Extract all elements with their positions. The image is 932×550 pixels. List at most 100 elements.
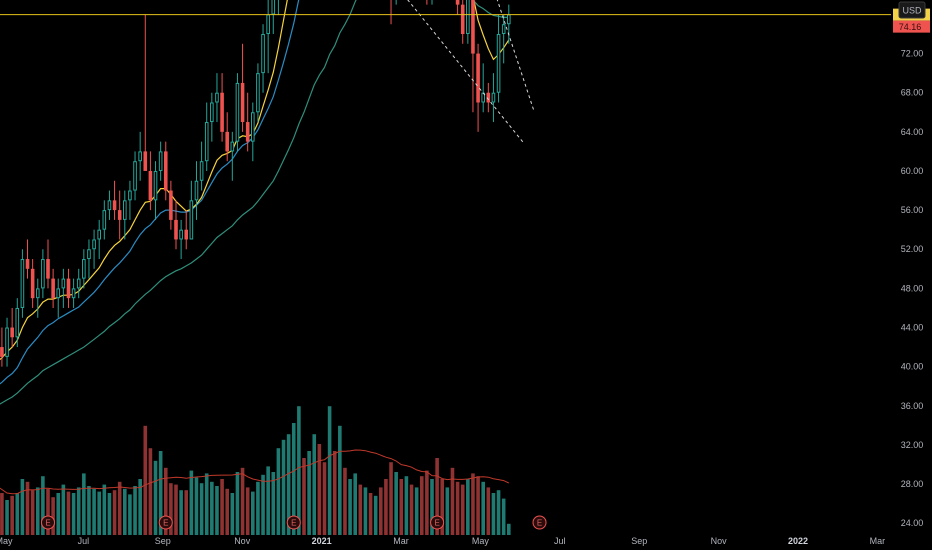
volume-bar <box>148 448 153 535</box>
volume-bar <box>368 493 373 535</box>
volume-bar <box>46 488 50 535</box>
earnings-marker: E <box>532 515 547 530</box>
volume-bar <box>379 487 383 535</box>
volume-ma-line <box>0 449 510 495</box>
volume-bar <box>158 451 163 535</box>
y-tick-label: 24.00 <box>901 518 924 528</box>
volume-bar <box>460 484 465 535</box>
candle-body-up <box>256 73 260 113</box>
y-tick-label: 52.00 <box>901 244 924 254</box>
wedge-lower-trendline <box>407 0 525 144</box>
y-tick-label: 44.00 <box>901 323 924 333</box>
x-tick-label: 2021 <box>312 536 332 546</box>
volume-bar <box>143 425 148 535</box>
volume-bar <box>291 423 296 535</box>
volume-bar <box>338 425 342 535</box>
candle-body-up <box>271 0 276 15</box>
x-tick-label: Mar <box>393 536 409 546</box>
earnings-marker: E <box>158 515 173 530</box>
volume-bar <box>61 484 66 535</box>
volume-bar <box>225 488 229 535</box>
volume-bar <box>466 479 470 535</box>
candle-body-up <box>251 112 255 142</box>
candle-body-down <box>117 210 122 220</box>
ema-slow-line <box>0 0 509 405</box>
volume-bar <box>204 473 209 535</box>
volume-bar <box>66 491 71 535</box>
volume-bar <box>251 491 255 535</box>
volume-bar <box>363 487 368 535</box>
candle-body-up <box>15 307 20 338</box>
candle-body-up <box>261 34 265 74</box>
x-tick-label: Sep <box>155 536 171 546</box>
currency-label[interactable]: USD <box>898 1 926 19</box>
y-tick-label: 32.00 <box>901 440 924 450</box>
volume-bar <box>486 487 491 535</box>
y-tick-label: 68.00 <box>901 88 924 98</box>
prev-price-label: 74.16 <box>893 20 930 33</box>
volume-bar <box>440 479 445 535</box>
trendlines-layer <box>407 0 535 144</box>
volume-bar <box>235 472 240 535</box>
candle-body-up <box>266 14 270 35</box>
candle-body-up <box>215 92 219 103</box>
candle-body-up <box>153 170 158 201</box>
volume-bar <box>481 481 485 535</box>
volume-bar <box>117 481 122 535</box>
volume-bar <box>307 451 311 535</box>
y-tick-label: 64.00 <box>901 127 924 137</box>
candle-body-down <box>169 190 173 220</box>
volume-bar <box>312 434 317 535</box>
y-tick-label: 40.00 <box>901 362 924 372</box>
earnings-circle <box>286 515 301 530</box>
candle-body-up <box>179 229 183 240</box>
volume-bar <box>30 490 35 535</box>
candle-body-up <box>102 210 107 230</box>
candle-body-up <box>491 92 496 103</box>
volume-bar <box>230 493 235 535</box>
volume-bar <box>348 479 352 535</box>
candle-body-up <box>87 249 91 260</box>
volume-bar <box>491 493 496 535</box>
volume-bar <box>163 467 168 535</box>
volume-bar <box>414 487 419 535</box>
candle-body-down <box>245 122 250 142</box>
x-tick-label: Nov <box>234 536 251 546</box>
candle-body-up <box>501 24 506 34</box>
candle-body-up <box>92 239 96 250</box>
volume-bar <box>82 473 86 535</box>
candle-body-up <box>5 327 9 357</box>
volume-bar <box>343 467 347 535</box>
y-tick-label: 36.00 <box>901 401 924 411</box>
volume-bar <box>184 490 189 535</box>
volume-bar <box>20 479 25 535</box>
volume-bar <box>56 493 61 535</box>
volume-bar <box>394 472 398 535</box>
candle-body-up <box>61 278 66 289</box>
candle-body-up <box>230 141 235 152</box>
volume-bar <box>107 493 112 535</box>
earnings-marker: E <box>286 515 301 530</box>
volume-bar <box>138 479 142 535</box>
x-tick-label: Mar <box>870 536 886 546</box>
candle-body-down <box>112 200 117 211</box>
volume-bar <box>353 473 357 535</box>
volume-bar <box>445 487 450 535</box>
earnings-circle <box>158 515 173 530</box>
volume-bar <box>404 476 409 535</box>
volume-bar <box>189 470 194 535</box>
volume-bar <box>501 498 506 535</box>
earnings-label: E <box>291 519 296 528</box>
volume-bar <box>399 479 404 535</box>
volume-layer <box>0 406 511 535</box>
earnings-label: E <box>45 519 50 528</box>
volume-bar <box>210 481 214 535</box>
candle-body-down <box>486 92 491 103</box>
candle-body-down <box>455 0 460 5</box>
volume-bar <box>297 406 301 535</box>
volume-bar <box>112 490 117 535</box>
volume-bar <box>332 451 337 535</box>
volume-bar <box>128 494 132 535</box>
